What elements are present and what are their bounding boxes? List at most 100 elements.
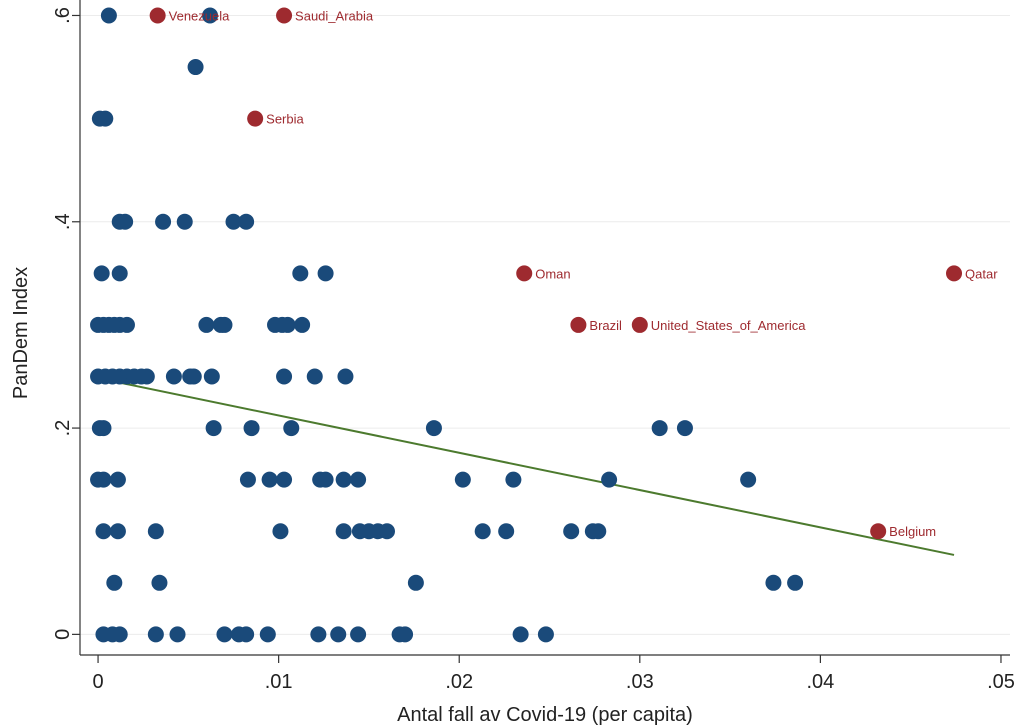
labeled-data-point	[946, 265, 963, 282]
data-point	[787, 574, 804, 591]
data-point	[169, 626, 186, 643]
data-point	[118, 316, 135, 333]
data-point	[111, 626, 128, 643]
data-point	[563, 523, 580, 540]
data-point	[337, 368, 354, 385]
y-tick-label: .4	[52, 213, 74, 230]
data-point	[225, 213, 242, 230]
data-point	[279, 316, 296, 333]
data-point	[292, 265, 309, 282]
data-point	[106, 574, 123, 591]
data-point	[97, 110, 114, 127]
data-point	[498, 523, 515, 540]
data-point	[651, 420, 668, 437]
x-tick-label: 0	[92, 671, 103, 693]
data-point	[505, 471, 522, 488]
point-label: Saudi_Arabia	[295, 8, 374, 23]
x-tick-label: .01	[265, 671, 293, 693]
data-point	[109, 523, 126, 540]
y-tick-label: 0	[52, 629, 74, 640]
labeled-data-point	[149, 7, 166, 24]
data-point	[202, 7, 219, 24]
data-point	[238, 626, 255, 643]
fit-line-layer	[99, 377, 955, 556]
data-point	[283, 420, 300, 437]
data-point	[165, 368, 182, 385]
axes	[79, 0, 1010, 656]
labeled-data-point	[870, 523, 887, 540]
data-point	[117, 213, 134, 230]
x-tick-label: .02	[445, 671, 473, 693]
data-point	[294, 316, 311, 333]
y-tick-label: .6	[52, 7, 74, 24]
y-tick-label: .2	[52, 420, 74, 437]
data-point	[243, 420, 260, 437]
data-point	[335, 471, 352, 488]
data-point	[425, 420, 442, 437]
labeled-data-point	[631, 316, 648, 333]
point-label: Belgium	[889, 524, 936, 539]
data-point	[216, 626, 233, 643]
data-point	[147, 626, 164, 643]
data-point	[259, 626, 276, 643]
data-point	[187, 59, 204, 76]
data-point	[740, 471, 757, 488]
labeled-data-point	[516, 265, 533, 282]
x-tick-label: .04	[806, 671, 834, 693]
data-point	[261, 471, 278, 488]
data-point	[276, 368, 293, 385]
data-point	[454, 471, 471, 488]
x-tick-label: .03	[626, 671, 654, 693]
data-point	[138, 368, 155, 385]
point-label: Qatar	[965, 266, 998, 281]
data-point	[198, 316, 215, 333]
data-point	[512, 626, 529, 643]
point-label: Oman	[535, 266, 570, 281]
data-point	[151, 574, 168, 591]
data-point	[203, 368, 220, 385]
data-point	[306, 368, 323, 385]
data-point	[407, 574, 424, 591]
data-point	[350, 626, 367, 643]
data-point	[155, 213, 172, 230]
labeled-data-point	[247, 110, 264, 127]
data-point	[601, 471, 618, 488]
data-point	[350, 471, 367, 488]
data-point	[109, 471, 126, 488]
point-label: Brazil	[589, 318, 622, 333]
data-point	[238, 213, 255, 230]
data-point	[676, 420, 693, 437]
data-point	[185, 368, 202, 385]
data-point	[147, 523, 164, 540]
data-point	[330, 626, 347, 643]
data-point	[216, 316, 233, 333]
data-point	[272, 523, 289, 540]
data-point	[378, 523, 395, 540]
y-axis-title: PanDem Index	[10, 267, 32, 399]
data-point	[111, 265, 128, 282]
point-label: United_States_of_America	[651, 318, 806, 333]
data-point	[239, 471, 256, 488]
data-point	[335, 523, 352, 540]
data-point	[93, 265, 110, 282]
point-label: Serbia	[266, 112, 304, 127]
labeled-points-layer: Venezuela Saudi_Arabia Serbia Oman Qatar Braz…	[149, 7, 998, 540]
data-point	[100, 7, 117, 24]
data-point	[317, 265, 334, 282]
x-tick-label: .05	[987, 671, 1015, 693]
labeled-data-point	[276, 7, 293, 24]
data-point	[176, 213, 193, 230]
data-point	[590, 523, 607, 540]
data-point	[95, 471, 112, 488]
data-point	[95, 420, 112, 437]
data-point	[317, 471, 334, 488]
tick-layer: 0 .2 .4 .6 0 .01 .02 .03 .04 .05	[52, 7, 1015, 693]
data-point	[205, 420, 222, 437]
data-point	[474, 523, 491, 540]
fit-line	[99, 377, 955, 556]
data-point	[276, 471, 293, 488]
x-axis-title: Antal fall av Covid-19 (per capita)	[397, 704, 693, 726]
data-point	[310, 626, 327, 643]
